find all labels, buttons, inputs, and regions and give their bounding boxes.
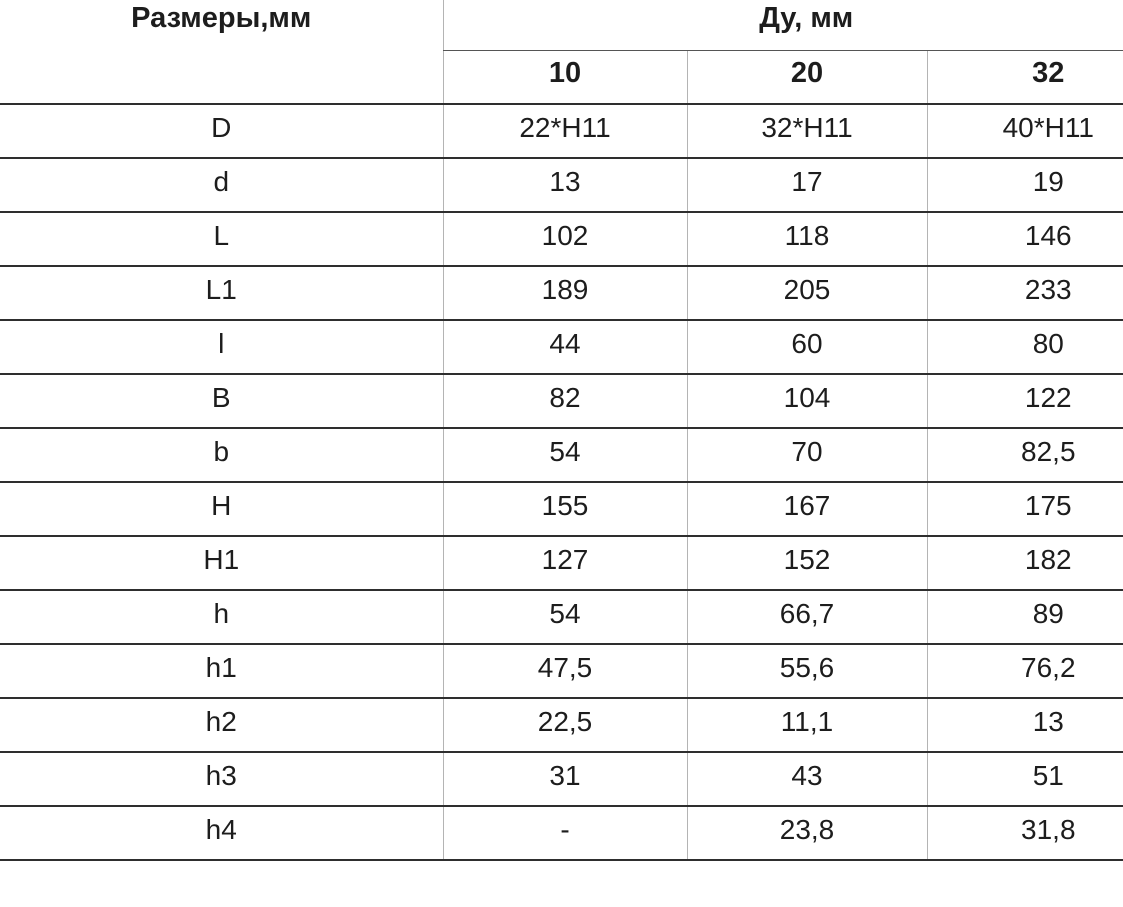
cell-value: 70: [686, 427, 927, 482]
row-label: B: [0, 373, 443, 428]
cell-value: 54: [442, 589, 687, 644]
row-label: h2: [0, 697, 443, 752]
row-label: H: [0, 481, 443, 536]
cell-value: 47,5: [442, 643, 687, 698]
dimensions-table: Размеры,мм Ду, мм 10 20 32 D 22*H11 32*H11…: [0, 0, 1123, 861]
header-row-columns: 10 20 32: [0, 50, 1123, 104]
cell-value: 127: [442, 535, 687, 590]
table-row: L1 189 205 233: [0, 265, 1123, 320]
cell-value: 13: [442, 157, 687, 212]
row-label: D: [0, 103, 443, 158]
cell-value: 122: [926, 373, 1123, 428]
cell-value: 54: [442, 427, 687, 482]
cell-value: 40*H11: [926, 103, 1123, 158]
cell-value: 233: [926, 265, 1123, 320]
cell-value: 182: [926, 535, 1123, 590]
cell-value: 11,1: [686, 697, 927, 752]
cell-value: 155: [442, 481, 687, 536]
group-header: Ду, мм: [442, 0, 1123, 51]
cell-value: 22,5: [442, 697, 687, 752]
row-label: h4: [0, 805, 443, 861]
row-label: d: [0, 157, 443, 212]
cell-value: 43: [686, 751, 927, 806]
cell-value: 31: [442, 751, 687, 806]
table-row: h 54 66,7 89: [0, 589, 1123, 644]
row-label: h1: [0, 643, 443, 698]
row-label: b: [0, 427, 443, 482]
table-row: d 13 17 19: [0, 157, 1123, 212]
corner-header: Размеры,мм: [131, 2, 312, 34]
cell-value: 102: [442, 211, 687, 266]
table-row: b 54 70 82,5: [0, 427, 1123, 482]
table-header: Размеры,мм Ду, мм 10 20 32: [0, 0, 1123, 104]
cell-value: 13: [926, 697, 1123, 752]
cell-value: 60: [686, 319, 927, 374]
column-header-32: 32: [926, 50, 1123, 104]
row-label: L: [0, 211, 443, 266]
cell-value: 31,8: [926, 805, 1123, 861]
cell-value: 175: [926, 481, 1123, 536]
header-row-group: Размеры,мм Ду, мм: [0, 0, 1123, 51]
table-row: L 102 118 146: [0, 211, 1123, 266]
table-row: H 155 167 175: [0, 481, 1123, 536]
cell-value: 66,7: [686, 589, 927, 644]
table-row: H1 127 152 182: [0, 535, 1123, 590]
cell-value: 17: [686, 157, 927, 212]
row-label: L1: [0, 265, 443, 320]
table-row: D 22*H11 32*H11 40*H11: [0, 103, 1123, 158]
cell-value: 23,8: [686, 805, 927, 861]
cell-value: 152: [686, 535, 927, 590]
row-label: l: [0, 319, 443, 374]
cell-value: 205: [686, 265, 927, 320]
cell-value: 44: [442, 319, 687, 374]
cell-value: -: [442, 805, 687, 861]
cell-value: 32*H11: [686, 103, 927, 158]
row-label: H1: [0, 535, 443, 590]
table-row: h3 31 43 51: [0, 751, 1123, 806]
column-header-20: 20: [686, 50, 927, 104]
cell-value: 82,5: [926, 427, 1123, 482]
table-row: h4-23,8 31,8: [0, 805, 1123, 861]
row-label: h3: [0, 751, 443, 806]
column-header-10: 10: [442, 50, 687, 104]
cell-value: 146: [926, 211, 1123, 266]
cell-value: 55,6: [686, 643, 927, 698]
cell-value: 167: [686, 481, 927, 536]
cell-value: 22*H11: [442, 103, 687, 158]
cell-value: 51: [926, 751, 1123, 806]
cell-value: 82: [442, 373, 687, 428]
table-body: D 22*H11 32*H11 40*H11 d 13 17 19 L 102 118 146 L1 18…: [0, 103, 1123, 861]
row-label: h: [0, 589, 443, 644]
cell-value: 118: [686, 211, 927, 266]
cell-value: 89: [926, 589, 1123, 644]
table-row: B 82 104 122: [0, 373, 1123, 428]
cell-value: 80: [926, 319, 1123, 374]
table-row: l 44 60 80: [0, 319, 1123, 374]
cell-value: 104: [686, 373, 927, 428]
cell-value: 19: [926, 157, 1123, 212]
cell-value: 189: [442, 265, 687, 320]
table-row: h2 22,5 11,1 13: [0, 697, 1123, 752]
table-row: h1 47,5 55,6 76,2: [0, 643, 1123, 698]
cell-value: 76,2: [926, 643, 1123, 698]
